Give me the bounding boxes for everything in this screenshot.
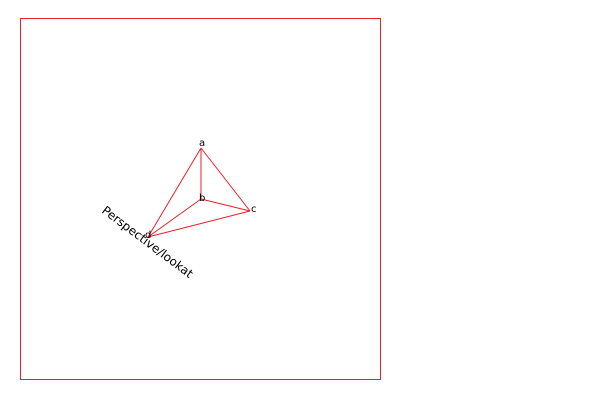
edge-left-to-right [147, 210, 251, 238]
tetrahedron-edges [147, 147, 251, 238]
vertex-label-d: d [145, 230, 151, 241]
edge-back-to-right [200, 198, 251, 212]
vertex-label-c: c [251, 204, 257, 215]
edge-apex-to-left [147, 147, 202, 238]
edge-left-to-back [147, 198, 202, 238]
vertex-label-b: b [199, 193, 205, 204]
vertex-label-a: a [199, 138, 205, 149]
edge-apex-to-right [200, 147, 251, 212]
figure-caption: Perspective/lookat [99, 203, 196, 281]
vertex-labels: a b c d [145, 138, 257, 241]
viewport-frame [20, 18, 381, 380]
